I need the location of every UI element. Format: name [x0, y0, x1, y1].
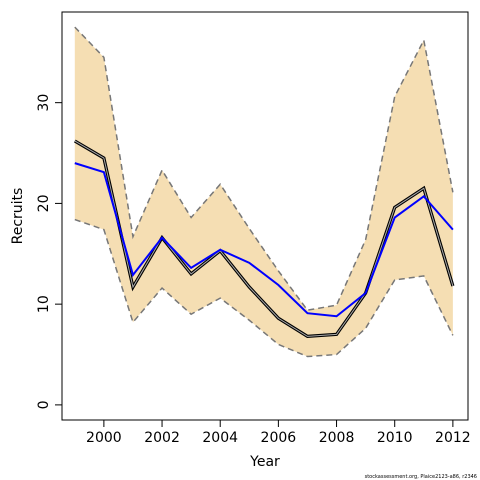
x-tick-label: 2010: [377, 430, 413, 446]
x-axis-label: Year: [249, 454, 280, 470]
x-tick-label: 2004: [202, 430, 238, 446]
y-tick-label: 0: [36, 400, 52, 409]
confidence-band: [74, 27, 453, 357]
lower-bound: [74, 218, 454, 358]
x-tick-label: 2008: [319, 430, 355, 446]
x-tick-label: 2000: [86, 430, 122, 446]
x-tick-label: 2002: [144, 430, 180, 446]
y-axis-label: Recruits: [10, 188, 26, 245]
y-tick-label: 10: [36, 295, 52, 313]
y-tick-label: 20: [36, 194, 52, 212]
y-tick-label: 30: [36, 94, 52, 112]
plot-frame: [61, 11, 469, 421]
series-line: [74, 162, 454, 318]
upper-bound: [74, 26, 454, 312]
footnote: stockassessment.org, Plaice2123-a86, r23…: [365, 474, 477, 480]
x-tick-label: 2006: [261, 430, 297, 446]
x-tick-label: 2012: [435, 430, 471, 446]
series-line-inner: [74, 140, 454, 337]
